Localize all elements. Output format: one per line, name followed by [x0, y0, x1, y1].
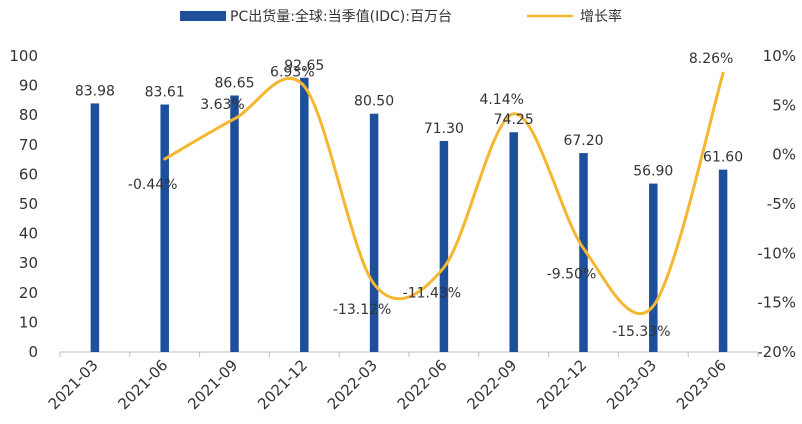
y-left-tick-label: 10: [19, 313, 38, 331]
growth-value-label: -15.33%: [612, 324, 670, 340]
bar-value-label: 71.30: [424, 121, 464, 137]
growth-rate-line: [163, 71, 725, 316]
y-left-tick-label: 40: [19, 225, 38, 243]
y-left-tick-label: 60: [19, 165, 38, 183]
bar: [230, 95, 239, 353]
bar-value-label: 86.65: [214, 76, 254, 92]
y-right-tick-label: -5%: [767, 195, 796, 213]
growth-value-label: -11.43%: [403, 285, 461, 301]
bar: [300, 77, 309, 353]
bar: [439, 140, 449, 352]
y-left-tick-label: 0: [28, 343, 38, 361]
growth-value-label: 4.14%: [479, 92, 523, 108]
y-left-tick-label: 50: [19, 195, 38, 213]
growth-value-label: 3.63%: [200, 97, 244, 113]
y-left-tick-label: 20: [19, 284, 38, 302]
x-tick-label: 2021-12: [254, 356, 311, 413]
growth-line-group: [163, 71, 725, 316]
y-right-tick-label: 10%: [763, 47, 796, 65]
bar-value-label: 74.25: [494, 112, 534, 128]
bar-value-label: 56.90: [633, 164, 673, 180]
data-labels: 83.98 83.61 86.65 92.65 80.50 71.30 74.25 67.20…: [75, 51, 743, 340]
legend-bar-swatch: [180, 11, 226, 21]
y-left-tick-label: 70: [19, 136, 38, 154]
y-left-tick-label: 30: [19, 254, 38, 272]
x-tick-label: 2021-09: [184, 356, 241, 413]
bar: [160, 104, 169, 352]
y-left-tick-label: 90: [19, 77, 38, 95]
bars: [90, 77, 728, 353]
bar-value-label: 92.65: [284, 58, 324, 74]
growth-value-label: -9.50%: [547, 266, 597, 282]
bar-value-label: 83.61: [145, 85, 185, 101]
growth-value-label: 8.26%: [689, 51, 733, 67]
legend: PC出货量:全球:当季值(IDC):百万台 增长率: [180, 8, 622, 25]
bar: [718, 169, 728, 352]
axes: 0 10 20 30 40 50 60 70 80 90 100 -20% -15% -10% -5% 0% 5…: [9, 47, 796, 413]
bar: [369, 113, 379, 352]
y-right-tick-label: -20%: [757, 343, 796, 361]
x-tick-label: 2023-03: [603, 356, 660, 413]
x-tick-label: 2022-03: [324, 356, 381, 413]
bar: [649, 183, 658, 352]
bar-value-label: 83.98: [75, 83, 115, 99]
growth-value-label: 6.93%: [270, 64, 314, 80]
legend-line-label: 增长率: [580, 8, 622, 25]
x-tick-label: 2022-06: [394, 356, 451, 413]
bar: [579, 153, 588, 352]
bar-value-label: 80.50: [354, 94, 394, 110]
y-right-tick-label: 5%: [772, 96, 796, 114]
x-tick-label: 2023-06: [673, 356, 730, 413]
y-right-tick-label: -15%: [757, 294, 796, 312]
bar-value-label: 67.20: [563, 133, 603, 149]
x-tick-label: 2022-09: [463, 356, 520, 413]
growth-value-label: -13.12%: [333, 302, 391, 318]
y-left-tick-label: 100: [9, 47, 38, 65]
x-tick-label: 2022-12: [533, 356, 590, 413]
growth-value-label: -0.44%: [128, 177, 178, 193]
x-tick-label: 2021-06: [114, 356, 171, 413]
bar-value-label: 61.60: [703, 150, 743, 166]
y-right-tick-label: -10%: [757, 244, 796, 262]
bar: [509, 132, 518, 352]
x-tick-label: 2021-03: [45, 356, 102, 413]
y-right-tick-label: 0%: [772, 146, 796, 164]
bar: [90, 103, 100, 353]
legend-bar-label: PC出货量:全球:当季值(IDC):百万台: [230, 8, 452, 25]
y-left-tick-label: 80: [19, 106, 38, 124]
